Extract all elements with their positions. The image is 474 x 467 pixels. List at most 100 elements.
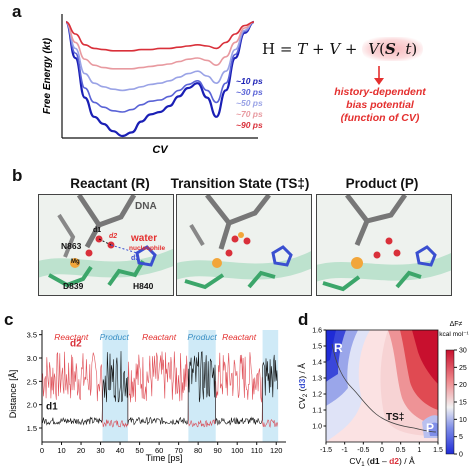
panel-d-axes: -1.5 -1 -0.5 0 0.5 1 1.5 1.0 1.1 1.2 1.3 1.4 1.5 1.6 xyxy=(312,328,443,455)
transition-state-structure xyxy=(176,194,312,296)
panel-c-ytick-label: 1.5 xyxy=(27,424,37,433)
bias-annotation-line1: history-dependent xyxy=(334,86,426,98)
fe-curve-5 xyxy=(65,21,255,52)
panel-c-xtick-label: 100 xyxy=(231,446,244,455)
panel-d-ylabel: CV2 (d3) / Å xyxy=(297,363,309,409)
panel-c-ytick-label: 2.0 xyxy=(27,401,37,410)
panel-c-xtick-label: 40 xyxy=(116,446,124,455)
dna-label: DNA xyxy=(135,201,157,212)
hamiltonian-equation: H = T + V + V(S, t) xyxy=(262,37,424,61)
panel-d-xtick-label: -1 xyxy=(342,447,348,454)
region-label-5: Reactant xyxy=(222,332,257,342)
region-label-1: Reactant xyxy=(54,332,89,342)
d3-label: d3 xyxy=(131,255,140,262)
region-label-3: Reactant xyxy=(142,332,177,342)
panel-c-ytick-label: 3.5 xyxy=(27,331,37,340)
panel-c-xtick-label: 110 xyxy=(251,446,263,455)
panel-d-xtick-label: 1 xyxy=(417,447,421,454)
colorbar-title-line1: ΔF≠ xyxy=(450,321,463,328)
panel-a-free-energy-plot: ~10 ps~30 ps~50 ps~70 ps~90 ps CV Free E… xyxy=(42,14,263,156)
panel-c-xtick-label: 10 xyxy=(57,446,65,455)
panel-b-letter: b xyxy=(12,166,23,185)
panel-c-xtick-label: 20 xyxy=(77,446,85,455)
panel-c-xtick-label: 50 xyxy=(135,446,143,455)
transition-state-title: Transition State (TS‡) xyxy=(170,176,310,191)
product-structure-drawing xyxy=(317,195,451,292)
colorbar-tick-label: 15 xyxy=(459,400,467,407)
panel-c-xtick-label: 60 xyxy=(155,446,163,455)
fe-curve-4 xyxy=(65,21,255,70)
colorbar xyxy=(445,349,455,455)
panel-c-xtick-label: 0 xyxy=(40,446,44,455)
panel-a-ylabel: Free Energy (kt) xyxy=(42,37,53,114)
nucleophile-label: nucleophile xyxy=(129,245,166,252)
panel-c-ytick-label: 3.0 xyxy=(27,354,37,363)
colorbar-tick-label: 5 xyxy=(459,434,463,441)
bias-arrow xyxy=(374,66,384,85)
panel-d-xtick-label: 0 xyxy=(380,447,384,454)
region-label-4: Product xyxy=(187,332,217,342)
panel-d-ytick-label: 1.6 xyxy=(312,328,322,335)
panel-d-ytick-label: 1.4 xyxy=(312,360,322,367)
panel-c-xtick-label: 120 xyxy=(270,446,283,455)
bias-term: V(S, t) xyxy=(362,37,424,61)
legend-entry-2: ~30 ps xyxy=(236,87,263,97)
panel-d-free-energy-surface: -1.5 -1 -0.5 0 0.5 1 1.51.01.11.21.31.41.51.6 … xyxy=(297,321,470,466)
product-structure xyxy=(316,194,452,296)
panel-d-ytick-label: 1.0 xyxy=(312,424,322,431)
panel-d-ytick-label: 1.3 xyxy=(312,376,322,383)
ts-structure-drawing xyxy=(177,195,311,290)
colorbar-tick-label: 0 xyxy=(459,452,463,459)
trace-d1 xyxy=(41,351,278,426)
panel-a-curves xyxy=(64,20,255,138)
fe-curve-1 xyxy=(64,20,255,138)
colorbar-ticks: 0 5 10 15 20 25 30 xyxy=(454,348,467,459)
panel-c-xtick-label: 70 xyxy=(174,446,182,455)
colorbar-tick-label: 25 xyxy=(459,365,467,372)
fe-curve-2 xyxy=(65,21,255,113)
legend-entry-3: ~50 ps xyxy=(236,98,263,108)
fes-label-r: R xyxy=(334,341,343,355)
reactant-structure: DNA water nucleophile d1 d2 d3 N863 Mg D… xyxy=(38,194,174,296)
fes-label-p: P xyxy=(426,421,434,435)
panel-c-xtick-label: 80 xyxy=(194,446,202,455)
colorbar-tick-label: 10 xyxy=(459,417,467,424)
panel-a-legend: ~10 ps~30 ps~50 ps~70 ps~90 ps xyxy=(236,76,263,130)
water-label: water xyxy=(131,233,158,244)
d839-label: D839 xyxy=(63,281,84,291)
panel-c-letter: c xyxy=(4,310,14,329)
panel-d-ytick-label: 1.1 xyxy=(312,408,322,415)
series-label-d2: d2 xyxy=(70,338,82,349)
bias-annotation-line3: (function of CV) xyxy=(340,112,420,124)
legend-entry-1: ~10 ps xyxy=(236,76,263,86)
mg-label: Mg xyxy=(71,259,80,265)
bias-annotation: history-dependent bias potential (functi… xyxy=(316,86,444,125)
product-title: Product (P) xyxy=(345,176,419,191)
panel-c-ytick-label: 2.5 xyxy=(27,377,37,386)
panel-c-distance-plot: Reactant Product Reactant Product Reactant 0 1… xyxy=(8,330,286,463)
panel-d-letter: d xyxy=(298,310,309,329)
fes-label-ts: TS‡ xyxy=(386,412,404,423)
n863-label: N863 xyxy=(61,241,82,251)
panel-c-content: Reactant Product Reactant Product Reactant 0 1… xyxy=(27,330,286,455)
fes-heatmap xyxy=(326,330,438,442)
colorbar-title-line2: kcal mol⁻¹ xyxy=(439,331,469,338)
panel-d-xtick-label: -1.5 xyxy=(320,447,332,454)
d1-label: d1 xyxy=(93,227,102,234)
h840-label: H840 xyxy=(133,281,154,291)
reactant-structure-drawing xyxy=(39,195,173,288)
reactant-title: Reactant (R) xyxy=(70,176,150,191)
series-label-d1: d1 xyxy=(46,401,58,412)
colorbar-tick-label: 30 xyxy=(459,348,467,355)
region-label-2: Product xyxy=(100,332,130,342)
panel-c-ylabel: Distance [Å] xyxy=(8,370,18,419)
panel-a-letter: a xyxy=(12,2,22,21)
panel-c-xlabel: Time [ps] xyxy=(146,453,183,463)
legend-entry-4: ~70 ps xyxy=(236,109,263,119)
trace-d2 xyxy=(41,351,278,428)
panel-d-xlabel: CV1 (d1 – d2) / Å xyxy=(349,456,415,466)
panel-d-xtick-label: 1.5 xyxy=(433,447,443,454)
colorbar-tick-label: 20 xyxy=(459,382,467,389)
d2-label: d2 xyxy=(109,233,118,240)
fe-curve-3 xyxy=(65,21,255,92)
